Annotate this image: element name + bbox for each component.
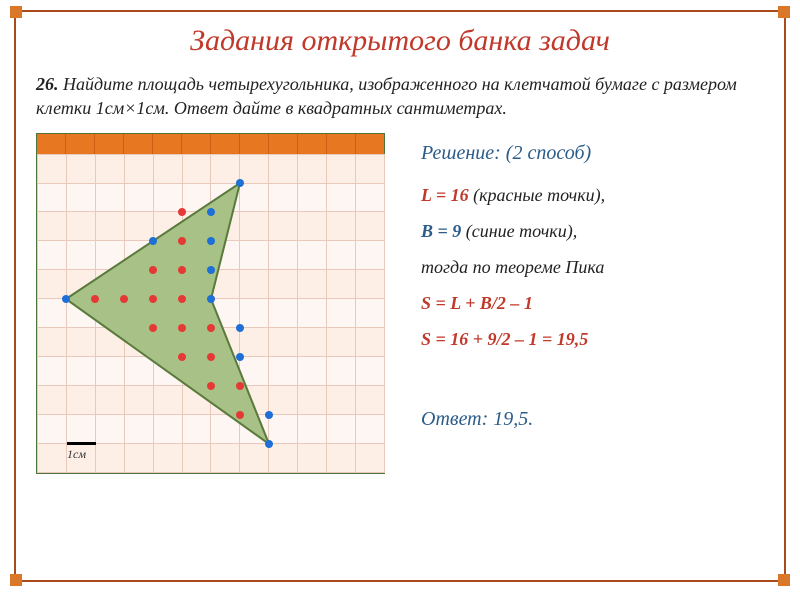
blue-point (265, 411, 273, 419)
blue-point (236, 179, 244, 187)
grid-header (37, 134, 384, 154)
grid-wrapper: 1см (36, 133, 385, 474)
red-point (236, 411, 244, 419)
red-point (178, 324, 186, 332)
red-point (178, 237, 186, 245)
grid-container: 1см (36, 133, 385, 474)
red-point (149, 266, 157, 274)
grid-svg (37, 154, 385, 473)
red-point (178, 266, 186, 274)
red-point (120, 295, 128, 303)
blue-point (207, 237, 215, 245)
blue-point (62, 295, 70, 303)
corner-bl (10, 574, 22, 586)
red-point (178, 208, 186, 216)
grid-body: 1см (37, 154, 385, 473)
blue-point (149, 237, 157, 245)
blue-point (207, 295, 215, 303)
scale-bar (67, 442, 96, 445)
red-point (236, 382, 244, 390)
red-point (207, 382, 215, 390)
blue-point (207, 266, 215, 274)
quadrilateral (66, 183, 269, 444)
blue-point (236, 324, 244, 332)
corner-tl (10, 6, 22, 18)
red-point (91, 295, 99, 303)
red-point (178, 295, 186, 303)
red-point (178, 353, 186, 361)
blue-point (207, 208, 215, 216)
red-point (149, 295, 157, 303)
red-point (207, 324, 215, 332)
blue-point (265, 440, 273, 448)
corner-tr (778, 6, 790, 18)
scale-label: 1см (67, 447, 86, 462)
blue-point (236, 353, 244, 361)
red-point (207, 353, 215, 361)
corner-br (778, 574, 790, 586)
red-point (149, 324, 157, 332)
